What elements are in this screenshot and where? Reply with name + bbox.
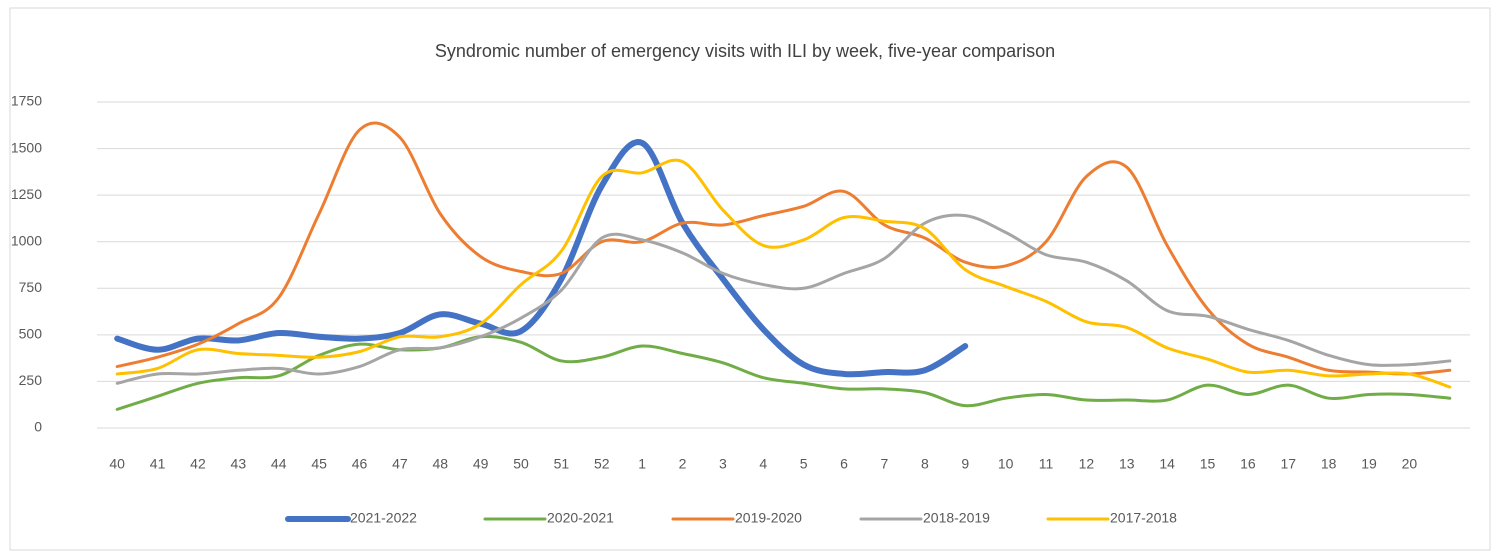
x-tick-label: 19 — [1361, 456, 1377, 472]
legend-label: 2021-2022 — [350, 510, 417, 526]
x-tick-label: 3 — [719, 456, 727, 472]
x-tick-label: 41 — [150, 456, 166, 472]
x-tick-label: 46 — [352, 456, 368, 472]
x-tick-label: 4 — [759, 456, 767, 472]
x-tick-label: 52 — [594, 456, 610, 472]
x-tick-label: 18 — [1321, 456, 1337, 472]
y-tick-label: 0 — [34, 419, 42, 435]
x-tick-label: 1 — [638, 456, 646, 472]
chart-border — [9, 7, 1491, 551]
x-tick-label: 5 — [800, 456, 808, 472]
y-tick-label: 1500 — [11, 139, 42, 155]
x-tick-label: 6 — [840, 456, 848, 472]
x-tick-label: 20 — [1402, 456, 1418, 472]
series-line — [115, 158, 1452, 389]
x-tick-label: 7 — [881, 456, 889, 472]
x-tick-label: 49 — [473, 456, 489, 472]
y-tick-label: 1750 — [11, 93, 42, 109]
x-tick-label: 40 — [109, 456, 125, 472]
y-tick-label: 1000 — [11, 232, 42, 248]
series-line — [115, 335, 1452, 411]
x-tick-label: 9 — [961, 456, 969, 472]
x-tick-label: 44 — [271, 456, 287, 472]
legend-label: 2019-2020 — [735, 510, 802, 526]
legend-label: 2017-2018 — [1110, 510, 1177, 526]
y-tick-label: 1250 — [11, 186, 42, 202]
x-tick-label: 43 — [231, 456, 247, 472]
legend-label: 2018-2019 — [923, 510, 990, 526]
x-tick-label: 10 — [998, 456, 1014, 472]
x-tick-label: 13 — [1119, 456, 1135, 472]
x-tick-label: 12 — [1079, 456, 1095, 472]
x-tick-label: 42 — [190, 456, 206, 472]
x-tick-label: 47 — [392, 456, 408, 472]
x-tick-label: 48 — [432, 456, 448, 472]
x-tick-label: 11 — [1039, 456, 1054, 472]
x-tick-label: 17 — [1280, 456, 1296, 472]
x-tick-label: 16 — [1240, 456, 1256, 472]
x-tick-label: 14 — [1159, 456, 1175, 472]
legend-label: 2020-2021 — [547, 510, 614, 526]
series-line — [115, 121, 1452, 376]
x-tick-label: 15 — [1200, 456, 1216, 472]
x-tick-label: 2 — [679, 456, 687, 472]
x-tick-label: 50 — [513, 456, 529, 472]
y-tick-label: 500 — [19, 326, 43, 342]
x-tick-label: 8 — [921, 456, 929, 472]
y-tick-label: 250 — [19, 372, 43, 388]
x-tick-label: 51 — [554, 456, 570, 472]
chart-title: Syndromic number of emergency visits wit… — [435, 41, 1055, 61]
series-line — [115, 213, 1452, 385]
y-tick-label: 750 — [19, 279, 43, 295]
x-tick-label: 45 — [311, 456, 327, 472]
series-line — [114, 139, 969, 378]
